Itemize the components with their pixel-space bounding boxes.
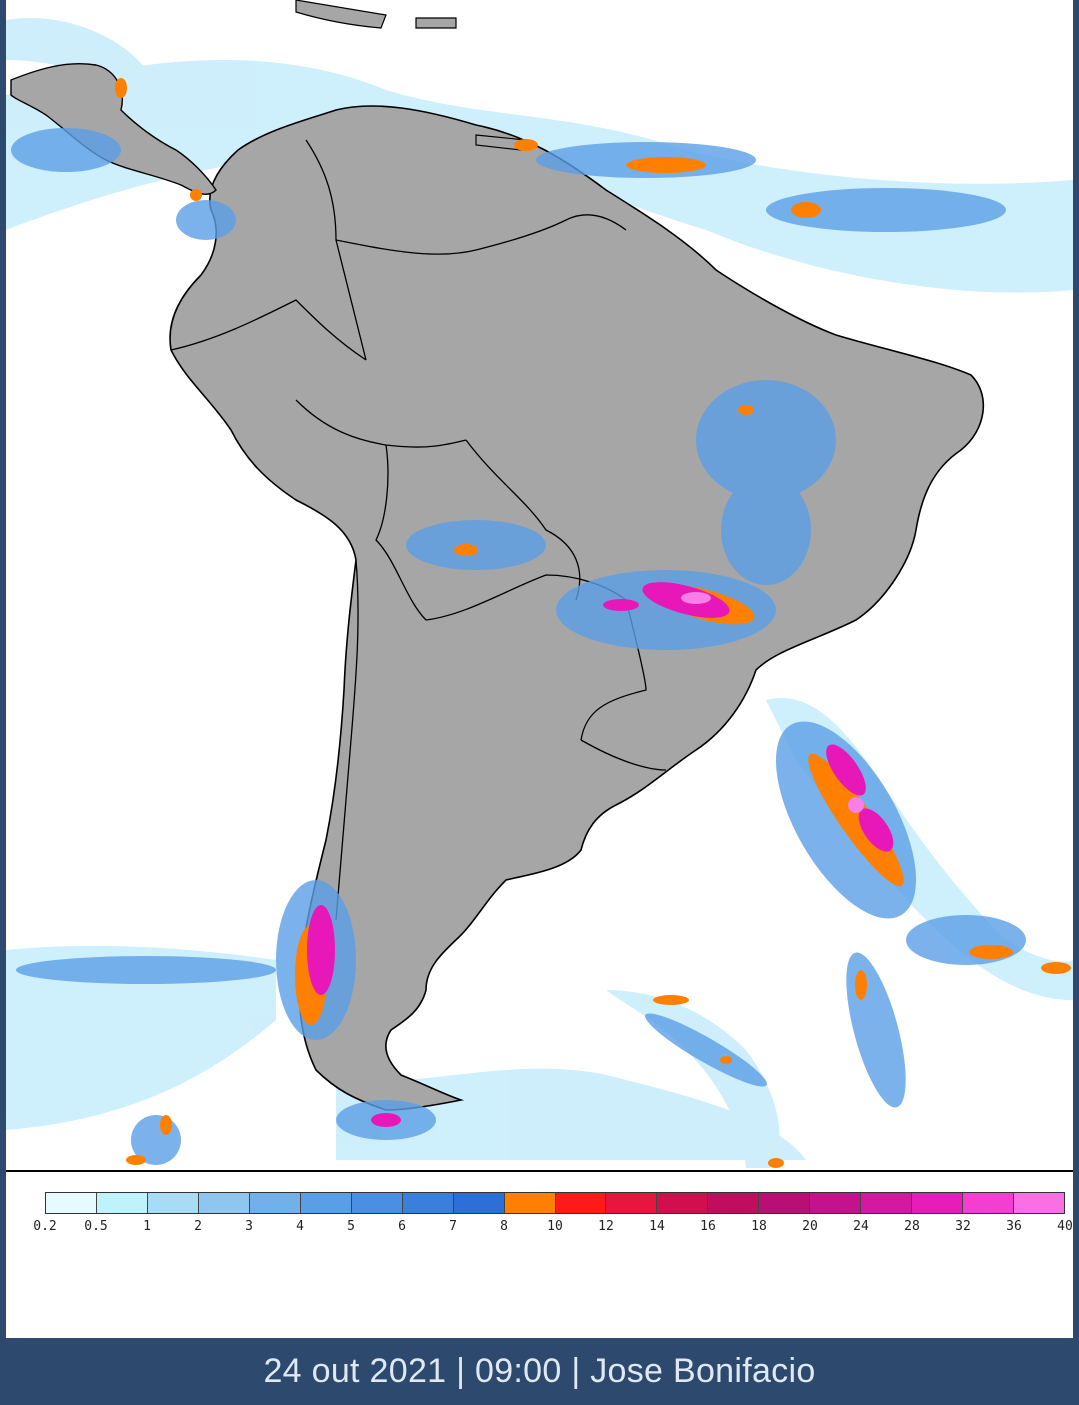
legend-swatch — [402, 1193, 454, 1213]
legend-tick-label: 2 — [194, 1219, 202, 1234]
legend-tick-label: 12 — [598, 1219, 614, 1234]
legend-tick-label: 40 — [1057, 1219, 1073, 1234]
legend-swatch — [249, 1193, 301, 1213]
map-canvas — [6, 0, 1073, 1168]
legend-swatch — [46, 1193, 97, 1213]
map-bottom-border — [6, 1170, 1073, 1172]
central-america-land — [10, 62, 217, 195]
legend-swatch — [96, 1193, 148, 1213]
legend-tick-label: 20 — [802, 1219, 818, 1234]
legend-tick-label: 7 — [449, 1219, 457, 1234]
legend-colorbar — [45, 1192, 1065, 1214]
legend-tick-label: 24 — [853, 1219, 869, 1234]
legend-tick-label: 32 — [955, 1219, 971, 1234]
legend-tick-label: 0.5 — [84, 1219, 108, 1234]
legend-swatch — [147, 1193, 199, 1213]
legend-tick-label: 28 — [904, 1219, 920, 1234]
legend-tick-label: 1 — [143, 1219, 151, 1234]
legend-tick-label: 16 — [700, 1219, 716, 1234]
legend-swatch — [708, 1193, 760, 1213]
precip-light-areas — [6, 18, 1073, 1168]
legend-tick-label: 10 — [547, 1219, 563, 1234]
legend-swatch — [300, 1193, 352, 1213]
caption-bar: 24 out 2021 | 09:00 | Jose Bonifacio — [0, 1338, 1079, 1405]
legend-tick-label: 4 — [296, 1219, 304, 1234]
legend-swatch — [912, 1193, 964, 1213]
legend-swatch — [198, 1193, 250, 1213]
caption-text: 24 out 2021 | 09:00 | Jose Bonifacio — [263, 1352, 816, 1390]
color-legend: 0.2 0.5 1 2 3 4 5 6 7 8 10 12 14 16 18 20 24 28 32 36 40 — [33, 1192, 1073, 1242]
legend-swatch — [504, 1193, 556, 1213]
legend-tick-label: 14 — [649, 1219, 665, 1234]
precipitation-map — [6, 0, 1073, 1172]
legend-swatch — [606, 1193, 658, 1213]
legend-swatch — [555, 1193, 607, 1213]
legend-swatch — [453, 1193, 505, 1213]
legend-swatch — [351, 1193, 403, 1213]
legend-tick-label: 18 — [751, 1219, 767, 1234]
legend-swatch — [759, 1193, 811, 1213]
legend-tick-label: 8 — [500, 1219, 508, 1234]
legend-swatch — [657, 1193, 709, 1213]
legend-swatch — [1014, 1193, 1065, 1213]
legend-tick-label: 6 — [398, 1219, 406, 1234]
legend-swatch — [963, 1193, 1015, 1213]
legend-tick-labels: 0.2 0.5 1 2 3 4 5 6 7 8 10 12 14 16 18 20 24 28 32 36 40 — [33, 1219, 1073, 1237]
legend-swatch — [810, 1193, 862, 1213]
legend-swatch — [861, 1193, 913, 1213]
legend-tick-label: 0.2 — [33, 1219, 57, 1234]
legend-tick-label: 3 — [245, 1219, 253, 1234]
legend-tick-label: 36 — [1006, 1219, 1022, 1234]
precip-peak-areas — [681, 592, 864, 813]
legend-tick-label: 5 — [347, 1219, 355, 1234]
